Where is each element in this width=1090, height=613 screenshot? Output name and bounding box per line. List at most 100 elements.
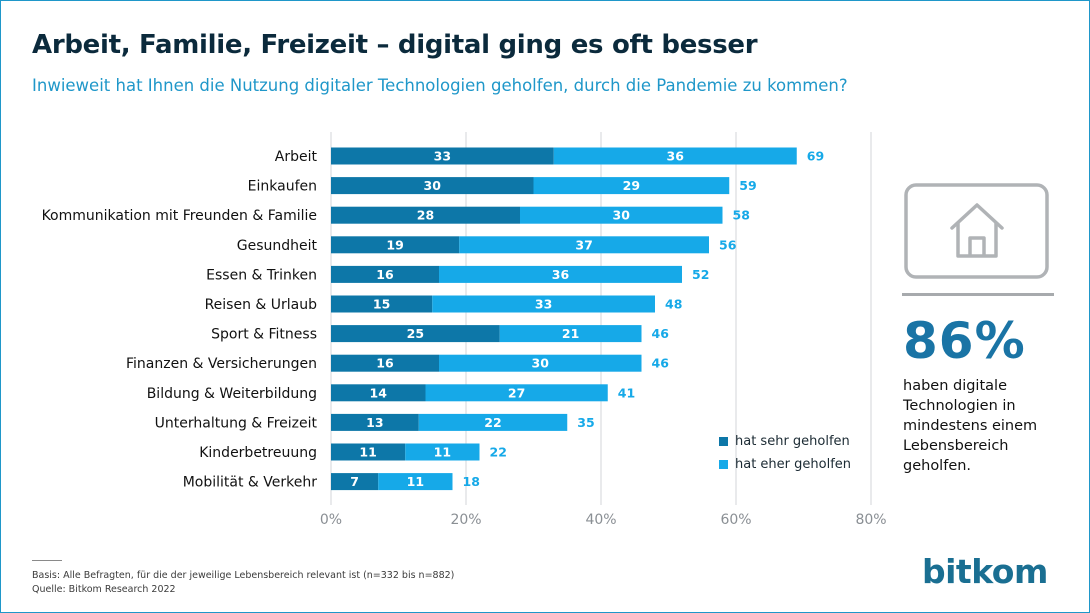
bar-value-label: 30 (424, 178, 442, 193)
bar-value-label: 14 (370, 385, 388, 400)
x-tick-label: 40% (585, 512, 616, 528)
highlight-line: mindestens einem (903, 418, 1038, 434)
bar-value-label: 16 (376, 267, 394, 282)
bar-segment-sehr (331, 354, 439, 372)
bar-value-label: 36 (552, 267, 570, 282)
highlight-line: geholfen. (903, 458, 972, 474)
bar-value-label: 36 (667, 149, 685, 164)
highlight-line: haben digitale (903, 378, 1007, 394)
bar-value-label: 37 (575, 237, 592, 252)
category-label: Arbeit (275, 149, 318, 165)
legend-item-light: hat eher geholfen (719, 453, 851, 476)
footnote-basis: Basis: Alle Befragten, für die der jewei… (32, 570, 455, 581)
bar-value-label: 11 (434, 445, 451, 460)
bar-total-label: 59 (739, 178, 756, 193)
bar-total-label: 56 (719, 237, 737, 252)
logo-part-kom: kom (971, 552, 1048, 591)
bar-segment-sehr (331, 384, 426, 402)
x-tick-label: 60% (720, 512, 751, 528)
bar-total-label: 48 (665, 297, 682, 312)
bar-total-label: 22 (490, 445, 507, 460)
legend-label-dark: hat sehr geholfen (735, 434, 850, 449)
bar-value-label: 13 (366, 415, 383, 430)
chart-subtitle: Inwieweit hat Ihnen die Nutzung digitale… (32, 76, 848, 95)
house-icon (904, 183, 1049, 279)
bar-segment-sehr (331, 325, 500, 343)
bar-value-label: 7 (350, 474, 359, 489)
legend-item-dark: hat sehr geholfen (719, 430, 851, 453)
x-tick-label: 0% (320, 512, 342, 528)
highlight-line: Lebensbereich (903, 438, 1009, 454)
bar-value-label: 11 (359, 445, 376, 460)
bar-total-label: 52 (692, 267, 709, 282)
bar-total-label: 46 (652, 356, 670, 371)
footnote-source: Quelle: Bitkom Research 2022 (32, 584, 176, 595)
legend-swatch-dark (719, 437, 728, 446)
bar-segment-eher (405, 443, 480, 461)
bar-segment-sehr (331, 295, 433, 313)
bar-value-label: 19 (386, 237, 403, 252)
bar-segment-eher (439, 354, 642, 372)
bar-value-label: 22 (484, 415, 501, 430)
category-label: Reisen & Urlaub (205, 297, 318, 313)
highlight-line: Technologien in (903, 398, 1016, 414)
bar-value-label: 30 (613, 208, 631, 223)
bar-value-label: 33 (434, 149, 451, 164)
category-label: Gesundheit (237, 238, 318, 254)
bar-segment-sehr (331, 473, 379, 491)
bar-value-label: 15 (373, 297, 390, 312)
bar-segment-eher (459, 236, 709, 254)
bar-total-label: 35 (577, 415, 594, 430)
bar-segment-eher (432, 295, 655, 313)
legend-swatch-light (719, 460, 728, 469)
chart-title: Arbeit, Familie, Freizeit – digital ging… (32, 30, 758, 60)
bar-total-label: 41 (618, 385, 635, 400)
bar-segment-eher (439, 265, 682, 283)
highlight-value: 86% (903, 312, 1026, 370)
highlight-text: haben digitale Technologien in mindesten… (903, 376, 1063, 476)
bar-segment-eher (418, 413, 568, 431)
bar-value-label: 27 (508, 385, 525, 400)
category-label: Unterhaltung & Freizeit (155, 415, 318, 431)
category-label: Finanzen & Versicherungen (126, 356, 317, 372)
legend-label-light: hat eher geholfen (735, 457, 852, 472)
bar-value-label: 33 (535, 297, 552, 312)
bar-segment-eher (499, 325, 642, 343)
bitkom-logo: bitkom (922, 552, 1048, 591)
bar-segment-sehr (331, 206, 520, 224)
bar-total-label: 46 (652, 326, 670, 341)
bar-value-label: 29 (623, 178, 640, 193)
bar-segment-sehr (331, 147, 554, 165)
bar-total-label: 69 (807, 149, 824, 164)
bar-value-label: 16 (376, 356, 394, 371)
footnote: Basis: Alle Befragten, für die der jewei… (32, 569, 454, 597)
x-tick-label: 20% (450, 512, 481, 528)
bar-segment-eher (533, 177, 730, 195)
bar-segment-eher (425, 384, 608, 402)
bar-value-label: 25 (407, 326, 424, 341)
bar-segment-eher (378, 473, 453, 491)
bar-value-label: 30 (532, 356, 550, 371)
bar-segment-sehr (331, 236, 460, 254)
bar-total-label: 18 (463, 474, 480, 489)
logo-part-bit: bit (922, 552, 972, 591)
bar-segment-eher (520, 206, 723, 224)
category-label: Einkaufen (248, 179, 317, 195)
bar-value-label: 28 (417, 208, 434, 223)
legend: hat sehr geholfen hat eher geholfen (719, 430, 851, 476)
x-tick-label: 80% (855, 512, 886, 528)
bar-segment-eher (553, 147, 797, 165)
category-label: Sport & Fitness (211, 327, 317, 343)
bar-value-label: 11 (407, 474, 424, 489)
bar-segment-sehr (331, 413, 419, 431)
bar-segment-sehr (331, 265, 439, 283)
bar-value-label: 21 (562, 326, 579, 341)
bar-segment-sehr (331, 443, 406, 461)
category-label: Kommunikation mit Freunden & Familie (42, 208, 317, 224)
category-label: Kinderbetreuung (199, 445, 317, 461)
bar-total-label: 58 (733, 208, 750, 223)
category-label: Bildung & Weiterbildung (147, 386, 317, 402)
category-label: Essen & Trinken (206, 267, 317, 283)
footnote-divider (32, 560, 62, 561)
